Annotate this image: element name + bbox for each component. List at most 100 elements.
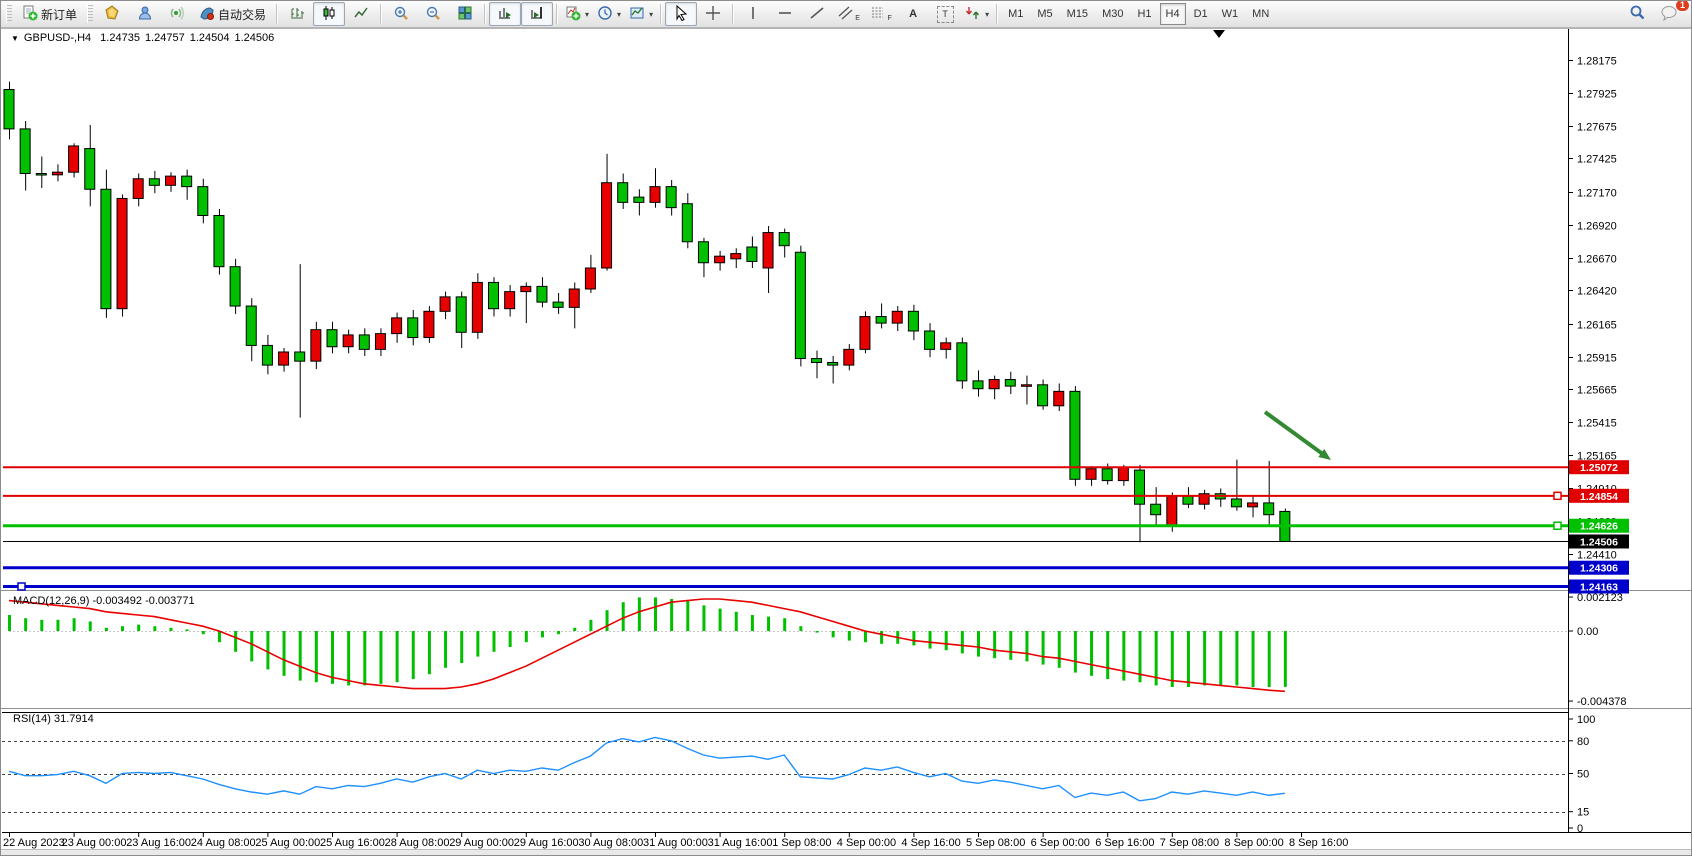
new-order-icon [22,5,38,24]
timeframe-D1[interactable]: D1 [1193,8,1208,20]
auto-scroll-button[interactable] [489,2,522,26]
vertical-line-tool-button[interactable] [737,2,769,26]
text-label-tool-button[interactable]: T [929,2,961,26]
periods-button[interactable]: ▾ [593,2,625,26]
candle-down [536,285,548,303]
zoom-out-button[interactable] [417,2,449,26]
candle-down [1134,469,1145,505]
tile-windows-button[interactable] [449,2,481,26]
svg-text:1.24854: 1.24854 [1580,491,1618,503]
toolbar-grip[interactable] [87,5,94,23]
svg-text:1.24163: 1.24163 [1580,581,1618,593]
candle-down [455,296,467,333]
candle-down [924,330,936,350]
chevron-down-icon[interactable]: ▾ [649,9,654,19]
time-label: 22 Aug 2023 [3,837,65,849]
shift-chart-button[interactable] [521,2,554,26]
line-handle[interactable] [1553,491,1562,501]
svg-text:50: 50 [1577,769,1589,781]
crosshair-button[interactable] [697,2,729,26]
timeframe-W1[interactable]: W1 [1221,8,1239,20]
chevron-down-icon[interactable]: ▾ [985,9,990,19]
line-handle[interactable] [1553,521,1562,530]
candle-down [907,310,919,332]
timeframe-M1[interactable]: M1 [1008,8,1024,20]
arrows-tool-button[interactable]: ▾ [961,2,993,26]
window-bottom-edge [1,849,1691,855]
toolbar-grip[interactable] [6,5,12,23]
svg-text:1.26165: 1.26165 [1577,320,1617,332]
candle-down [84,148,96,190]
notification-badge: 1 [1674,1,1690,12]
trendline-icon [809,5,825,24]
svg-text:1.25665: 1.25665 [1577,385,1617,397]
svg-text:1.25915: 1.25915 [1577,353,1617,365]
candle-up [116,197,128,310]
price-tags: 1.25072 1.24854 1.24626 1.24506 1.24306 1.241… [1569,460,1629,594]
annotation-arrow[interactable] [1263,410,1331,460]
candle-down [181,175,193,188]
line-chart-icon [353,5,369,24]
candle-down [1037,384,1049,407]
rsi-pane: 100 80 50 15 0 [2,712,1595,835]
candle-down [552,301,564,308]
svg-text:1.25072: 1.25072 [1580,462,1618,474]
line-handle[interactable] [17,582,26,591]
timeframe-H4[interactable]: H4 [1159,3,1186,25]
time-label: 31 Aug 00:00 [643,837,708,849]
horizontal-line-tool-button[interactable] [769,2,801,26]
candlestick-chart-button[interactable] [313,2,346,26]
svg-text:1.26670: 1.26670 [1577,254,1617,266]
candle-up [132,178,144,199]
bar-chart-button[interactable] [281,2,313,26]
horizontal-lines-layer[interactable] [3,466,1568,591]
time-label: 7 Sep 08:00 [1160,837,1219,849]
candle-down [956,342,968,382]
chart-title: ▼ GBPUSD-,H4 1.24735 1.24757 1.24504 1.24506 [11,32,279,44]
text-tool-button[interactable]: A [897,2,929,26]
chevron-down-icon[interactable]: ▾ [585,9,590,19]
timeframe-M15[interactable]: M15 [1066,8,1089,20]
svg-text:1.28175: 1.28175 [1577,56,1617,68]
market-button[interactable] [96,2,128,26]
equidistant-channel-icon [838,5,854,24]
candle-up [762,232,774,269]
chevron-down-icon[interactable]: ▾ [617,9,622,19]
timeframe-M30[interactable]: M30 [1102,8,1124,20]
chat-button[interactable]: 1 [1653,1,1690,26]
channel-tool-button[interactable]: E [833,2,865,26]
time-label: 5 Sep 08:00 [966,837,1025,849]
cursor-button[interactable] [665,2,698,26]
candle-down [875,316,887,324]
fibonacci-tool-button[interactable]: F [865,2,897,26]
candle-up [1247,502,1259,508]
auto-trading-button[interactable]: 自动交易 [192,2,273,26]
new-order-button[interactable]: 新订单 [15,2,84,26]
timeframe-H1[interactable]: H1 [1137,8,1152,20]
templates-button[interactable]: ▾ [625,2,657,26]
timeframe-M5[interactable]: M5 [1037,8,1053,20]
community-button[interactable] [128,2,160,26]
signals-button[interactable] [160,2,192,26]
search-button[interactable] [1621,2,1653,26]
toolbar-separator [660,4,663,24]
symbol-dropdown-icon[interactable]: ▼ [11,34,19,43]
line-chart-button[interactable] [345,2,377,26]
candle-up [730,253,742,260]
zoom-in-button[interactable] [385,2,417,26]
trendline-tool-button[interactable] [801,2,833,26]
templates-icon [629,5,645,24]
candle-up [165,175,176,186]
zoom-in-icon [393,5,409,24]
timeframe-MN[interactable]: MN [1252,8,1270,20]
chart-shift-marker[interactable] [1213,30,1225,38]
chart-frame [1,28,1691,855]
timeframe-toolbar: M1 M5 M15 M30 H1 H4 D1 W1 MN [1001,3,1276,25]
candle-up [278,351,290,366]
channel-letter: E [855,14,860,22]
indicators-button[interactable]: ▾ [561,2,593,26]
candle-down [794,251,806,360]
